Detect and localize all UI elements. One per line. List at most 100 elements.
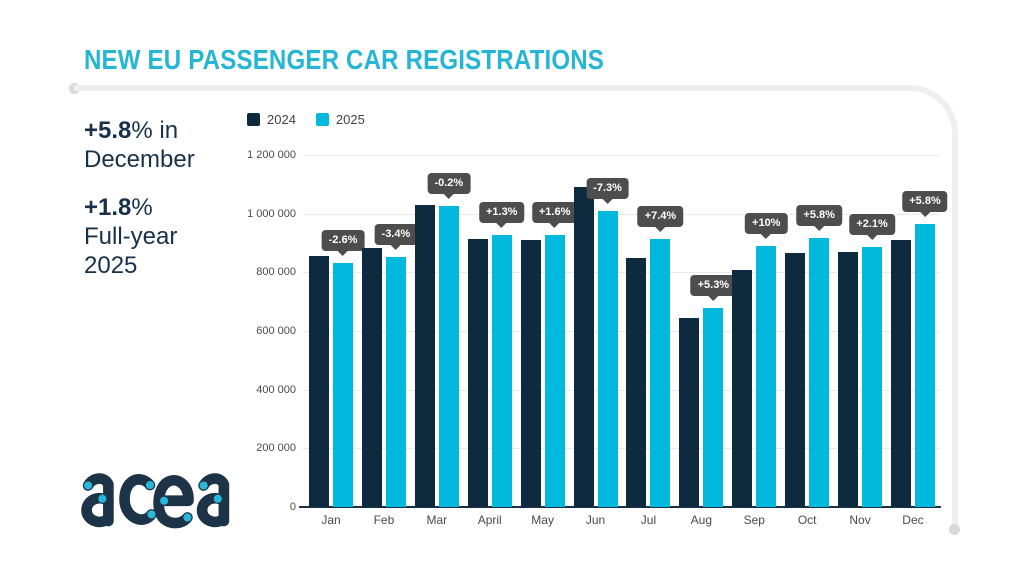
month-group-april: +1.3% bbox=[467, 155, 525, 507]
logo-dot bbox=[199, 481, 208, 490]
logo-dot bbox=[84, 481, 93, 490]
frame-border bbox=[74, 85, 958, 531]
bar-2024-sep bbox=[732, 269, 753, 507]
month-group-dec: +5.8% bbox=[890, 155, 948, 507]
y-tick-label: 800 000 bbox=[256, 266, 296, 279]
pct-change-callout-nov: +2.1% bbox=[849, 213, 895, 235]
legend-swatch-2025 bbox=[315, 113, 329, 126]
bar-2024-mar bbox=[414, 205, 435, 507]
logo-dot bbox=[183, 513, 192, 522]
gridline bbox=[303, 272, 940, 274]
pct-change-callout-feb: -3.4% bbox=[374, 223, 418, 245]
x-axis-line bbox=[299, 506, 941, 508]
x-tick-label-jul: Jul bbox=[640, 513, 657, 527]
pct-change-callout-jul: +7.4% bbox=[637, 206, 684, 228]
logo-dot bbox=[98, 494, 107, 503]
y-tick-label: 200 000 bbox=[256, 442, 296, 455]
legend-item-2025: 2025 bbox=[315, 112, 365, 127]
pct-change-callout-jan: -2.6% bbox=[321, 229, 365, 251]
highlight-december: +5.8% in December bbox=[84, 117, 195, 173]
bar-2024-may bbox=[520, 239, 541, 507]
x-tick-label-may: May bbox=[531, 513, 554, 527]
legend-label-2024: 2024 bbox=[267, 112, 296, 127]
y-axis: 0 200 000 400 000 600 000 800 000 1 000 000 1 … bbox=[230, 149, 296, 513]
month-group-aug: +5.3% bbox=[679, 155, 737, 507]
x-tick-label-aug: Aug bbox=[690, 513, 713, 527]
x-tick-label-april: April bbox=[477, 513, 502, 527]
bar-2025-feb bbox=[385, 256, 406, 507]
legend-swatch-2024 bbox=[247, 113, 260, 126]
bar-2024-jul bbox=[626, 257, 647, 507]
bar-2025-nov bbox=[862, 246, 883, 507]
highlight-fullyear-year: 2025 bbox=[84, 252, 138, 279]
bar-2024-oct bbox=[785, 253, 806, 507]
x-axis-labels: Jan Feb Mar April May Jun Jul Aug Sep Oct Nov Dec bbox=[303, 513, 940, 527]
x-tick-label-mar: Mar bbox=[426, 513, 448, 527]
bar-2025-jan bbox=[333, 262, 353, 507]
pct-change-callout-sep: +10% bbox=[745, 212, 788, 234]
logo-dot bbox=[160, 496, 169, 505]
y-tick-label: 400 000 bbox=[256, 383, 296, 396]
month-group-sep: +10% bbox=[732, 155, 788, 507]
pct-change-callout-oct: +5.8% bbox=[796, 205, 842, 227]
legend-item-2024: 2024 bbox=[247, 112, 296, 127]
gridline bbox=[303, 331, 940, 332]
pct-change-callout-mar: -0.2% bbox=[427, 172, 471, 194]
gridline bbox=[303, 389, 940, 391]
month-group-mar: -0.2% bbox=[414, 155, 471, 507]
month-group-feb: -3.4% bbox=[361, 155, 418, 507]
y-tick-label: 600 000 bbox=[256, 325, 296, 337]
pct-change-callout-may: +1.6% bbox=[531, 202, 578, 224]
gridline bbox=[303, 213, 940, 215]
bar-2025-jul bbox=[650, 239, 671, 507]
logo-dot bbox=[145, 480, 154, 490]
month-group-jan: -2.6% bbox=[309, 155, 365, 507]
x-tick-label-jun: Jun bbox=[585, 513, 606, 527]
highlight-december-label: December bbox=[84, 146, 195, 173]
month-group-jul: +7.4% bbox=[626, 155, 684, 507]
bar-2024-aug bbox=[679, 318, 700, 507]
x-tick-label-jan: Jan bbox=[321, 513, 341, 527]
bar-2025-mar bbox=[438, 205, 459, 507]
bar-2025-jun bbox=[597, 210, 618, 507]
pct-change-callout-jun: -7.3% bbox=[586, 177, 629, 199]
y-tick-label: 0 bbox=[289, 501, 296, 513]
highlight-fullyear-label: Full-year bbox=[84, 223, 178, 250]
bars-row: -2.6% -3.4% -0.2% +1.3% +1.6% -7.3% +7.4% +5.3%… bbox=[303, 155, 948, 507]
frame-end-dot bbox=[949, 524, 960, 535]
month-group-oct: +5.8% bbox=[785, 155, 842, 507]
pct-change-callout-aug: +5.3% bbox=[690, 275, 737, 297]
x-tick-label-sep: Sep bbox=[743, 513, 765, 527]
x-tick-label-feb: Feb bbox=[373, 513, 395, 527]
gridline bbox=[303, 448, 940, 450]
pct-change-callout-dec: +5.8% bbox=[902, 191, 948, 213]
bar-2024-april bbox=[467, 238, 488, 507]
bar-2025-sep bbox=[756, 245, 777, 507]
logo-dot bbox=[147, 510, 156, 519]
page-title: NEW EU PASSENGER CAR REGISTRATIONS bbox=[84, 44, 605, 75]
y-tick-label: 1 200 000 bbox=[247, 149, 296, 161]
highlight-fullyear-value: +1.8 bbox=[84, 194, 132, 221]
bar-2025-oct bbox=[809, 238, 830, 507]
legend-label-2025: 2025 bbox=[335, 112, 365, 127]
month-group-nov: +2.1% bbox=[838, 155, 895, 507]
bar-chart-plot-area: -2.6% -3.4% -0.2% +1.3% +1.6% -7.3% +7.4% +5.3%… bbox=[299, 155, 948, 508]
bar-2024-jan bbox=[309, 256, 329, 507]
gridline bbox=[303, 155, 940, 156]
logo-dot bbox=[213, 494, 222, 503]
x-tick-label-oct: Oct bbox=[797, 513, 817, 527]
x-tick-label-nov: Nov bbox=[849, 513, 871, 527]
bar-2024-jun bbox=[573, 187, 594, 507]
highlight-fullyear: +1.8% Full-year 2025 bbox=[84, 194, 178, 279]
bar-2025-dec bbox=[914, 224, 935, 507]
acea-logo bbox=[81, 473, 230, 529]
month-group-jun: -7.3% bbox=[573, 155, 629, 507]
bar-2024-feb bbox=[361, 248, 382, 507]
bar-2025-april bbox=[491, 235, 512, 507]
x-tick-label-dec: Dec bbox=[902, 513, 924, 527]
bar-2025-may bbox=[544, 235, 565, 507]
chart-legend: 2024 2025 bbox=[247, 112, 365, 127]
bar-2025-aug bbox=[703, 308, 724, 507]
bar-2024-nov bbox=[838, 251, 859, 507]
